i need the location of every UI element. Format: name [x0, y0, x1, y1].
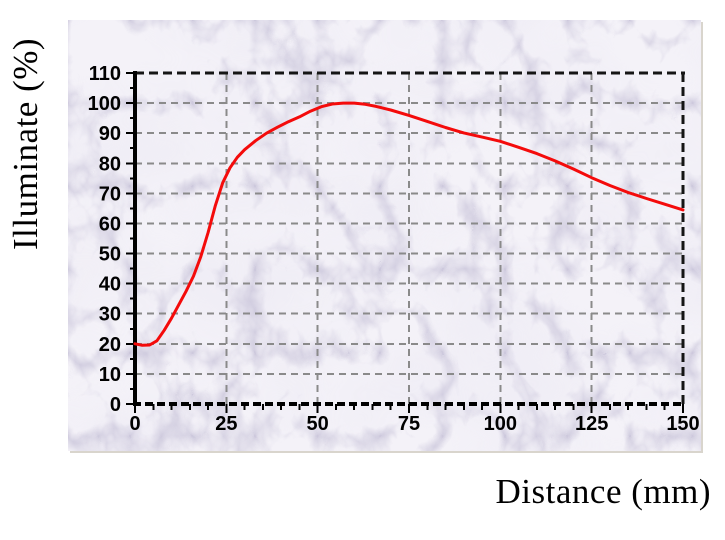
gridlines	[135, 73, 683, 404]
illuminance-curve	[133, 101, 685, 347]
x-tick-label: 50	[307, 413, 329, 435]
x-tick-label: 125	[575, 413, 608, 435]
tick-marks	[126, 72, 684, 413]
x-tick-label: 100	[484, 413, 517, 435]
x-tick-label: 25	[215, 413, 237, 435]
tick-labels: 0 10 20 30 40 50 60 70 80 90 100 110 0 25 50 75 100 125 15…	[88, 63, 700, 435]
x-tick-label: 150	[666, 413, 699, 435]
y-tick-label: 80	[99, 153, 121, 175]
plot-frame	[135, 71, 685, 406]
y-tick-label: 30	[99, 304, 121, 326]
plot-background	[68, 20, 701, 451]
x-axis-title: Distance (mm)	[495, 472, 711, 511]
y-tick-label: 110	[89, 63, 121, 85]
y-tick-label: 70	[99, 183, 121, 205]
series-illuminance-vs-distance	[133, 101, 685, 347]
chart-panel: 0 10 20 30 40 50 60 70 80 90 100 110 0 25 50 75 100 125 15…	[68, 20, 701, 451]
y-tick-label: 10	[99, 364, 121, 386]
y-tick-label: 20	[99, 334, 121, 356]
y-axis-title: Illuminate (%)	[6, 37, 45, 251]
chart-plot: 0 10 20 30 40 50 60 70 80 90 100 110 0 25 50 75 100 125 15…	[68, 20, 701, 451]
y-tick-label: 40	[99, 274, 121, 296]
y-tick-label: 90	[99, 123, 121, 145]
y-tick-label: 50	[99, 244, 121, 266]
y-tick-label: 0	[110, 394, 121, 416]
y-tick-label: 60	[99, 213, 121, 235]
x-tick-label: 0	[129, 413, 140, 435]
x-tick-label: 75	[398, 413, 420, 435]
y-tick-label: 100	[88, 93, 121, 115]
